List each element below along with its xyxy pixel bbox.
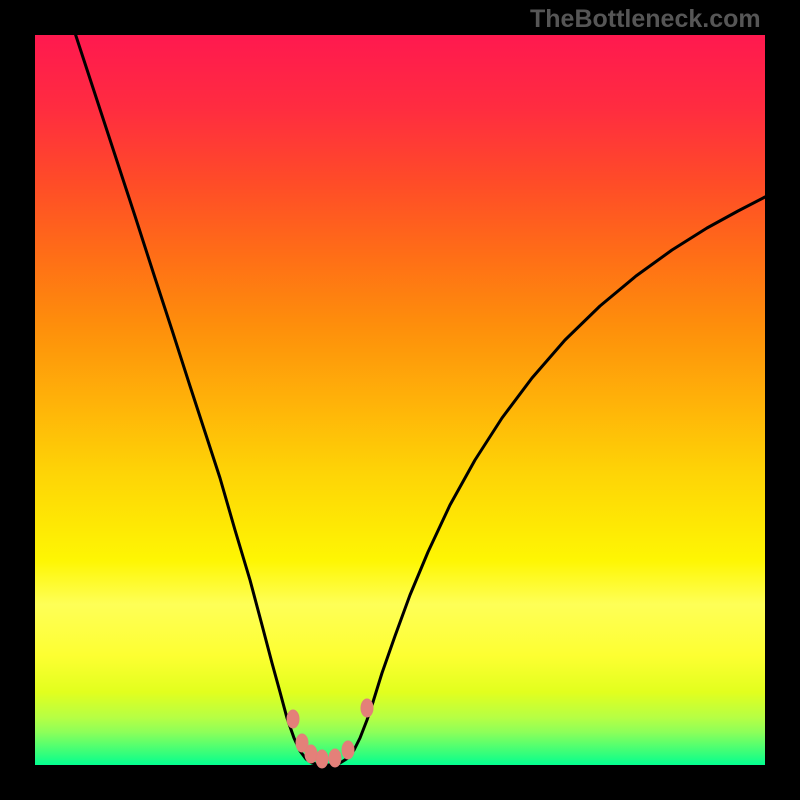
optimal-marker	[305, 745, 317, 763]
optimal-marker	[342, 741, 354, 759]
plot-background	[35, 35, 765, 765]
optimal-marker	[287, 710, 299, 728]
chart-svg	[0, 0, 800, 800]
chart-container: TheBottleneck.com	[0, 0, 800, 800]
optimal-marker	[329, 749, 341, 767]
optimal-marker	[361, 699, 373, 717]
optimal-marker	[316, 750, 328, 768]
